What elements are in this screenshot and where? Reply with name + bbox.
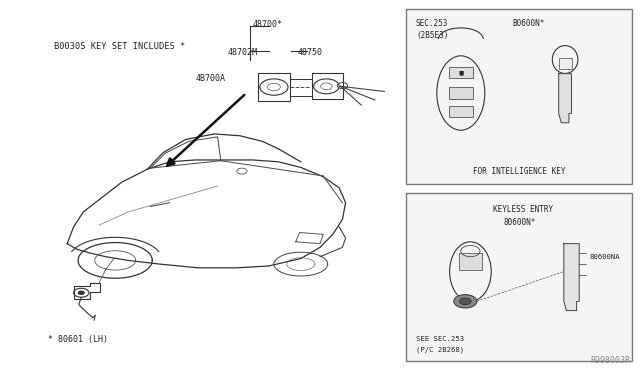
Bar xyxy=(449,67,473,78)
Bar xyxy=(559,58,572,69)
Text: B0030S KEY SET INCLUDES *: B0030S KEY SET INCLUDES * xyxy=(54,42,186,51)
Text: SEC.253: SEC.253 xyxy=(416,19,449,28)
Text: B0600N*: B0600N* xyxy=(512,19,545,28)
Text: * 80601 (LH): * 80601 (LH) xyxy=(48,335,108,344)
Text: 48700*: 48700* xyxy=(253,20,283,29)
Text: 80600N*: 80600N* xyxy=(503,218,536,227)
Text: 48750: 48750 xyxy=(298,48,323,57)
Bar xyxy=(459,253,482,270)
Bar xyxy=(449,106,473,117)
Text: R998003R: R998003R xyxy=(590,356,630,365)
Text: SEE SEC.253: SEE SEC.253 xyxy=(416,336,464,342)
Polygon shape xyxy=(559,74,572,123)
Text: 80600NA: 80600NA xyxy=(589,254,620,260)
Circle shape xyxy=(460,298,471,305)
Text: (P/C 2B268): (P/C 2B268) xyxy=(416,346,464,353)
Circle shape xyxy=(454,295,477,308)
Bar xyxy=(406,193,632,361)
Text: ■: ■ xyxy=(458,70,463,75)
Bar xyxy=(312,73,343,99)
Polygon shape xyxy=(564,244,579,311)
Text: FOR INTELLIGENCE KEY: FOR INTELLIGENCE KEY xyxy=(473,167,565,176)
Text: 48702M: 48702M xyxy=(227,48,257,57)
Text: KEYLESS ENTRY: KEYLESS ENTRY xyxy=(493,205,554,214)
Bar xyxy=(406,9,632,184)
Circle shape xyxy=(78,291,84,295)
Text: 4B700A: 4B700A xyxy=(195,74,225,83)
Bar xyxy=(258,73,290,101)
Bar xyxy=(449,87,473,99)
Text: (2B5E3): (2B5E3) xyxy=(416,31,449,40)
